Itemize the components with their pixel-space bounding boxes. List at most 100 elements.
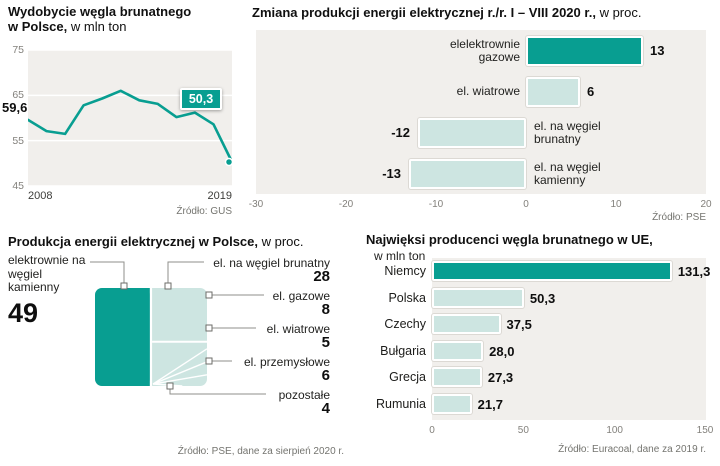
- x-axis-tick: -20: [338, 199, 354, 210]
- segment-label: el. na węgiel brunatny: [213, 256, 330, 270]
- leader-node: [166, 382, 174, 390]
- chart-subtitle: w mln ton: [374, 249, 426, 263]
- first-value-label: 59,6: [2, 100, 28, 115]
- bar-category-label: Niemcy: [384, 264, 426, 278]
- mining-trend-line: [28, 89, 232, 164]
- y-tick-label: 65: [12, 89, 24, 102]
- segment-value: 8: [321, 301, 330, 318]
- leader-nodes: [120, 282, 213, 390]
- value-bar: [418, 118, 526, 148]
- segment-value: 4: [321, 400, 330, 417]
- x-axis-tick: -30: [248, 199, 264, 210]
- y-tick-label: 55: [12, 134, 24, 147]
- mosaic-dark-block: [95, 288, 150, 386]
- leader-lines: [90, 261, 266, 395]
- bar-value-label: 131,3: [677, 264, 711, 279]
- chart-energy-change: Zmiana produkcji energii elektrycznej r.…: [248, 0, 720, 228]
- title-bold: Produkcja energii elektrycznej w Polsce,: [8, 234, 258, 249]
- chart-lignite-mining: Wydobycie węgla brunatnego w Polsce, w m…: [0, 0, 240, 228]
- segment-label: el. przemysłowe: [243, 355, 330, 369]
- x-axis-tick: -10: [428, 199, 444, 210]
- chart-energy-mix: Produkcja energii elektrycznej w Polsce,…: [0, 228, 352, 466]
- bar-value-label: 6: [587, 84, 595, 99]
- bar-value-label: -12: [391, 125, 410, 140]
- line-end-marker: [224, 157, 232, 167]
- bar-category-label: el. na węgiel kamienny: [534, 159, 601, 187]
- bar-plot-area: 13 elelektrownie gazowe 6 el. wiatrowe -12 el…: [256, 30, 706, 194]
- value-bar: [409, 159, 526, 189]
- mining-line-svg: [28, 50, 232, 186]
- segment-value: 49: [8, 297, 39, 328]
- leader-node: [205, 324, 213, 332]
- chart-title: Wydobycie węgla brunatnego w Polsce, w m…: [8, 4, 191, 34]
- value-bar: [432, 314, 501, 334]
- bar-value-label: 37,5: [506, 317, 532, 332]
- segment-value: 6: [321, 367, 330, 384]
- segment-label: el. gazowe: [272, 289, 330, 303]
- mosaic-fan-line: [152, 348, 208, 385]
- bar-category-label: elelektrownie gazowe: [449, 36, 520, 64]
- segment-label: elektrownie na węgiel kamienny: [8, 253, 86, 294]
- title-bold: Zmiana produkcji energii elektrycznej r.…: [252, 5, 596, 20]
- y-tick-label: 45: [12, 180, 24, 192]
- x-axis-tick: 100: [606, 425, 623, 436]
- leader-node: [164, 282, 172, 290]
- title-bold: Najwięksi producenci węgla brunatnego w …: [366, 232, 653, 247]
- chart-lignite-producers: Najwięksi producenci węgla brunatnego w …: [360, 228, 720, 466]
- x-axis-tick: 10: [610, 199, 622, 210]
- treemap-blocks: [95, 288, 208, 387]
- title-unit: w proc.: [261, 234, 304, 249]
- title-bold: Wydobycie węgla brunatnego: [8, 4, 192, 19]
- value-bar: [432, 393, 472, 414]
- x-axis-tick: 150: [696, 425, 714, 436]
- leader-node: [120, 282, 128, 290]
- treemap-svg: [90, 261, 266, 395]
- chart-title-line1: Wydobycie węgla brunatnego: [8, 4, 191, 19]
- leader-node: [205, 357, 213, 365]
- bar-category-label: Polska: [388, 290, 426, 305]
- x-tick-last-year: 2019: [207, 190, 232, 202]
- x-tick-first-year: 2008: [28, 190, 53, 202]
- source-note: Źródło: PSE: [652, 212, 706, 223]
- leader-node: [205, 291, 213, 299]
- chart-title-line2: w Polsce, w mln ton: [8, 19, 191, 34]
- x-axis-tick: 0: [523, 199, 529, 210]
- segment-value: 28: [313, 268, 330, 285]
- x-axis-tick: 20: [700, 199, 712, 210]
- bar-plot-area: 131,3 50,3 37,5 28,0 27,3 21,7: [432, 258, 710, 420]
- mosaic-fan-line: [152, 361, 208, 385]
- line-plot-area: 59,6 50,3: [2, 50, 232, 186]
- title-unit: w proc.: [599, 5, 642, 20]
- mosaic-gap: [149, 288, 153, 386]
- last-value-badge: 50,3: [180, 88, 222, 110]
- segment-label: el. wiatrowe: [266, 322, 330, 336]
- source-note: Źródło: GUS: [176, 206, 232, 217]
- bar-value-label: 21,7: [477, 396, 503, 412]
- bar-value-label: 27,3: [487, 370, 514, 385]
- value-bar: [526, 36, 643, 66]
- title-bold: w Polsce,: [8, 19, 68, 34]
- x-axis-tick: 50: [517, 425, 529, 436]
- segment-label: pozostałe: [278, 388, 330, 402]
- leader-line: [90, 261, 125, 285]
- chart-title: Najwięksi producenci węgla brunatnego w …: [366, 232, 653, 247]
- mosaic-dark-block-edge: [139, 288, 150, 386]
- bar-value-label: 50,3: [529, 290, 556, 306]
- leader-line: [167, 261, 204, 285]
- bar-value-label: 28,0: [489, 343, 515, 359]
- source-note: Źródło: Euracoal, dane za 2019 r.: [558, 444, 706, 455]
- segment-main: elektrownie na węgiel kamienny 49: [8, 253, 92, 329]
- leader-line: [169, 388, 266, 395]
- bar-category-label: Czechy: [384, 317, 426, 331]
- chart-title: Produkcja energii elektrycznej w Polsce,…: [8, 234, 304, 249]
- source-note: Źródło: PSE, dane za sierpień 2020 r.: [177, 446, 344, 457]
- value-bar: [432, 340, 484, 361]
- bar-value-label: 13: [650, 43, 665, 58]
- bar-value-label: -13: [382, 166, 401, 181]
- x-axis-tick: 0: [429, 425, 435, 436]
- segment-value: 5: [321, 334, 330, 351]
- bar-category-label: Grecja: [389, 370, 426, 384]
- bar-category-label: el. wiatrowe: [456, 84, 520, 99]
- bar-category-label: el. na węgiel brunatny: [534, 118, 601, 146]
